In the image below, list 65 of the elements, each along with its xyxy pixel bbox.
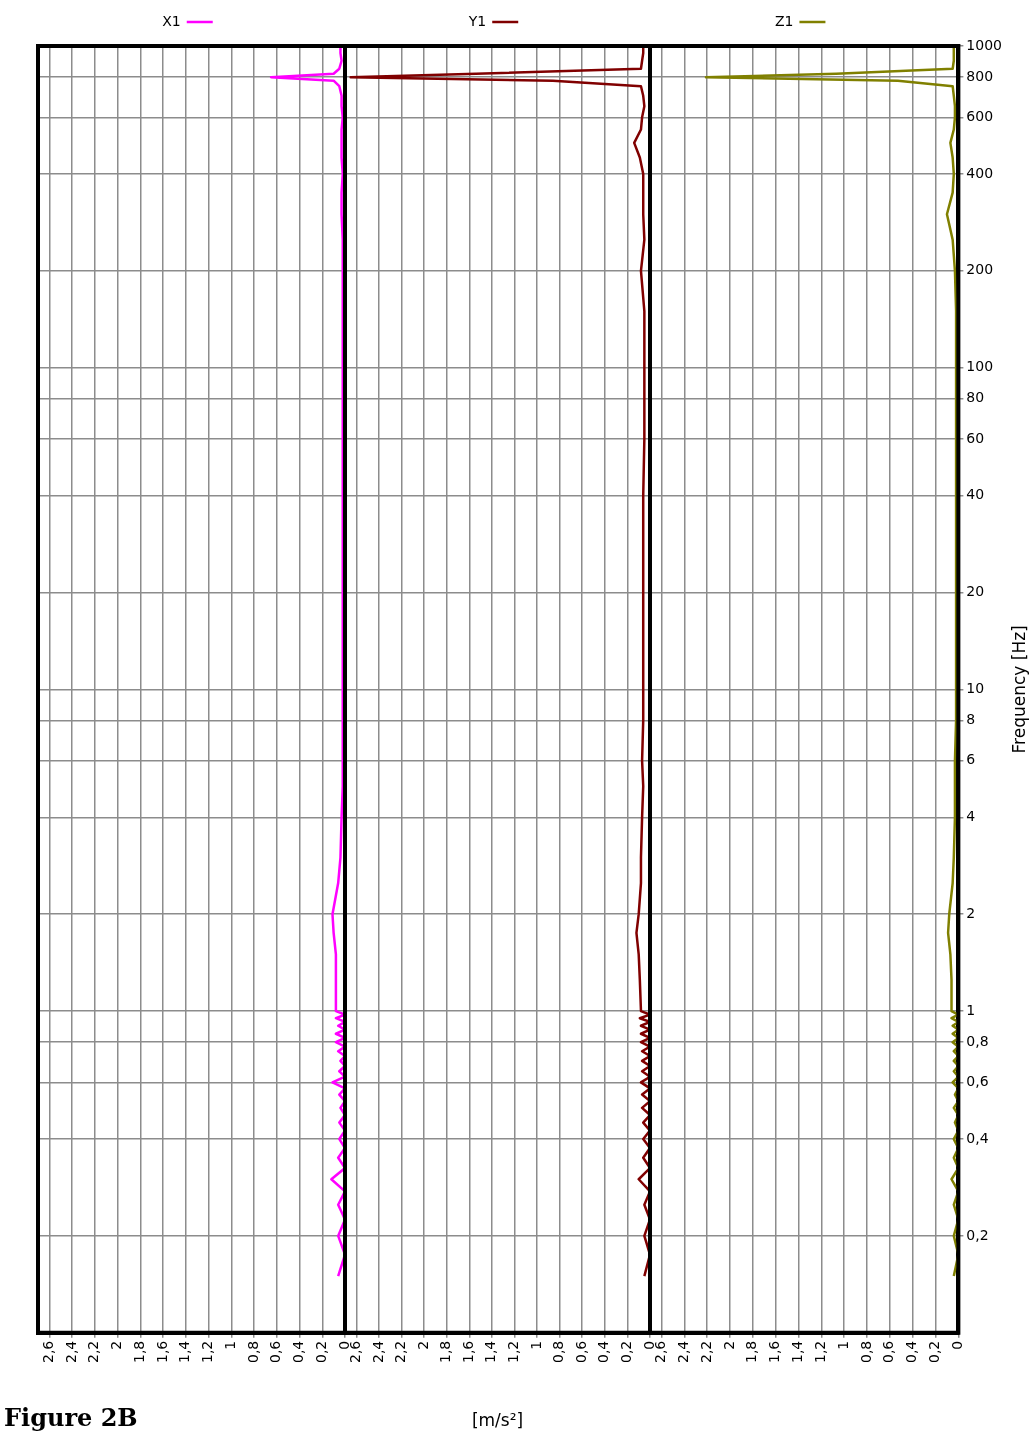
- x-tick-label: 0,8: [550, 1340, 567, 1363]
- x-tick-label: 1,6: [766, 1340, 783, 1363]
- x-tick-label: 1,8: [130, 1340, 147, 1363]
- x-tick-label: 0,2: [926, 1340, 943, 1363]
- x-tick-label: 2,6: [652, 1340, 669, 1363]
- y-tick-label: 1000: [966, 36, 1003, 53]
- x-tick-label: 1,4: [789, 1340, 806, 1363]
- x-tick-label: 1: [834, 1340, 851, 1350]
- x-tick-label: 1,2: [811, 1340, 828, 1363]
- y-tick-label: 800: [966, 67, 994, 84]
- y-tick-label: 40: [966, 486, 985, 503]
- x-tick-label: 0,6: [880, 1340, 897, 1363]
- x-tick-label: 1,8: [437, 1340, 454, 1363]
- x-tick-label: 2: [108, 1340, 125, 1350]
- y-tick-label: 10: [966, 680, 985, 697]
- x-tick-label: 1,4: [176, 1340, 193, 1363]
- y-tick-label: 1: [966, 1001, 976, 1018]
- y-tick-label: 0,4: [966, 1129, 989, 1146]
- x-tick-label: 2,6: [40, 1340, 57, 1363]
- x-tick-label: 0,6: [572, 1340, 589, 1363]
- y-tick-label: 8: [966, 711, 976, 728]
- y-tick-label: 80: [966, 389, 985, 406]
- y-tick-label: 4: [966, 808, 976, 825]
- x-tick-label: 0,4: [595, 1340, 612, 1363]
- y-tick-label: 6: [966, 751, 976, 768]
- x-tick-label: 2: [414, 1340, 431, 1350]
- y-tick-label: 600: [966, 108, 994, 125]
- x-tick-label: 2,4: [369, 1340, 386, 1363]
- legend-label: X1: [162, 12, 181, 29]
- x-tick-label: 1,4: [482, 1340, 499, 1363]
- legend-label: Y1: [467, 12, 487, 29]
- x-tick-label: 2,4: [674, 1340, 691, 1363]
- text: Figure 2B: [4, 1403, 138, 1433]
- x-tick-label: 0: [949, 1340, 966, 1350]
- y-tick-label: 2: [966, 904, 976, 921]
- x-tick-label: 1,6: [459, 1340, 476, 1363]
- legend-label: Z1: [774, 12, 794, 29]
- y-tick-label: 0,6: [966, 1073, 989, 1090]
- x-tick-label: 1,8: [743, 1340, 760, 1363]
- x-tick-label: 2,2: [697, 1340, 714, 1363]
- y-tick-label: 400: [966, 164, 994, 181]
- x-tick-label: 0,4: [290, 1340, 307, 1363]
- x-tick-label: 1,2: [505, 1340, 522, 1363]
- x-tick-label: 0,6: [267, 1340, 284, 1363]
- x-tick-label: 2,2: [392, 1340, 409, 1363]
- x-tick-label: 0,4: [903, 1340, 920, 1363]
- x-axis-title: [m/s²]: [471, 1410, 524, 1431]
- x-tick-label: 0,8: [244, 1340, 261, 1363]
- x-tick-label: 2: [720, 1340, 737, 1350]
- y-tick-label: 60: [966, 429, 985, 446]
- x-tick-label: 1: [221, 1340, 238, 1350]
- x-tick-label: 0,2: [618, 1340, 635, 1363]
- y-tick-label: 100: [966, 358, 994, 375]
- x-tick-label: 1,2: [199, 1340, 216, 1363]
- x-tick-label: 0,2: [312, 1340, 329, 1363]
- y-tick-label: 20: [966, 583, 985, 600]
- y-tick-label: 0,2: [966, 1226, 989, 1243]
- y-tick-label: 0,8: [966, 1032, 989, 1049]
- y-tick-label: 200: [966, 261, 994, 278]
- x-tick-label: 1,6: [153, 1340, 170, 1363]
- y-axis-title: Frequency [Hz]: [1009, 625, 1030, 754]
- x-tick-label: 2,4: [62, 1340, 79, 1363]
- x-tick-label: 0,8: [857, 1340, 874, 1363]
- x-tick-label: 2,2: [85, 1340, 102, 1363]
- x-tick-label: 1: [527, 1340, 544, 1350]
